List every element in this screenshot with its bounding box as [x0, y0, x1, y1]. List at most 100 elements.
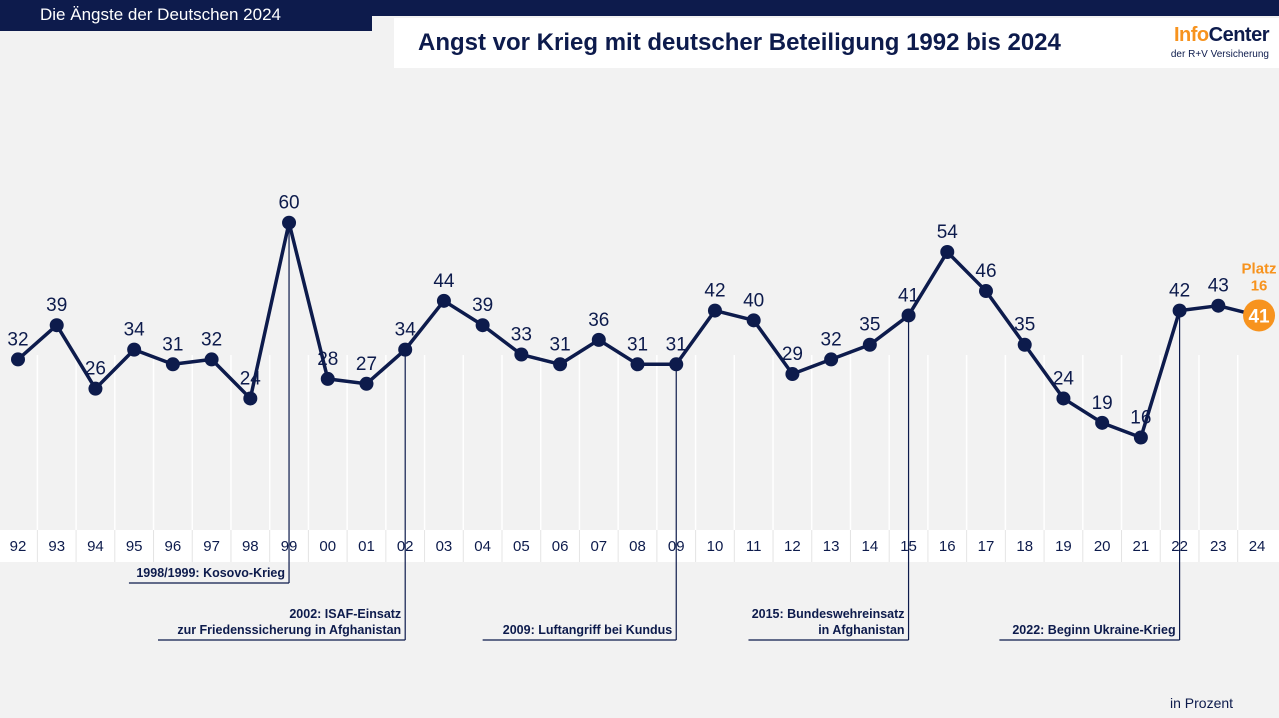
x-tick-label: 11	[746, 538, 762, 555]
data-point	[862, 337, 877, 352]
data-label: 42	[1169, 281, 1190, 302]
data-point	[320, 371, 335, 386]
annotation-label: 2022: Beginn Ukraine-Krieg	[1012, 623, 1175, 637]
data-label: 44	[433, 271, 455, 292]
data-point	[591, 332, 606, 347]
annotation-label: 2002: ISAF-Einsatz	[289, 607, 401, 621]
annotation-label: zur Friedenssicherung in Afghanistan	[177, 623, 401, 637]
data-label: 29	[782, 344, 803, 365]
highlight-point	[1243, 299, 1276, 332]
data-point	[49, 318, 64, 333]
annotation-label: in Afghanistan	[818, 623, 904, 637]
x-tick-label: 06	[552, 538, 569, 555]
data-label: 24	[1053, 368, 1075, 389]
x-tick-label: 17	[978, 538, 995, 555]
annotation-label: 1998/1999: Kosovo-Krieg	[136, 566, 285, 580]
data-point	[901, 308, 916, 323]
data-point	[785, 367, 800, 382]
data-label: 31	[627, 334, 648, 355]
x-tick-label: 12	[784, 538, 801, 555]
x-tick-label: 19	[1055, 538, 1072, 555]
data-point	[940, 244, 955, 259]
data-point	[436, 293, 451, 308]
series-title: Die Ängste der Deutschen 2024	[40, 5, 281, 24]
x-tick-label: 21	[1133, 538, 1150, 555]
x-tick-label: 01	[358, 538, 375, 555]
data-label: 39	[46, 295, 67, 316]
data-point	[979, 284, 993, 299]
x-tick-label: 96	[165, 538, 182, 555]
highlight-value-label: 41	[1248, 306, 1270, 327]
logo-wordmark: InfoCenter	[1173, 24, 1270, 46]
data-point	[1017, 337, 1032, 352]
x-tick-label: 07	[590, 538, 607, 555]
title-box: Angst vor Krieg mit deutscher Beteiligun…	[394, 18, 1279, 68]
data-point	[514, 347, 529, 362]
x-tick-label: 02	[397, 538, 414, 555]
data-label: 41	[898, 285, 919, 306]
x-tick-label: 20	[1094, 538, 1111, 555]
data-label: 26	[85, 359, 106, 380]
x-tick-label: 99	[281, 538, 298, 555]
data-label: 27	[356, 354, 377, 375]
data-point	[669, 357, 684, 372]
data-label: 36	[588, 310, 609, 331]
data-point	[243, 391, 258, 406]
x-tick-label: 05	[513, 538, 530, 555]
unit-label: in Prozent	[1170, 695, 1234, 711]
data-point	[1133, 430, 1148, 445]
data-point	[824, 352, 839, 367]
data-point	[1095, 415, 1110, 430]
x-tick-label: 16	[939, 538, 956, 555]
data-label: 34	[395, 320, 417, 341]
x-tick-label: 93	[48, 538, 65, 555]
data-point	[1056, 391, 1071, 406]
x-tick-label: 22	[1171, 538, 1188, 555]
data-point	[1211, 298, 1226, 313]
logo-subtitle: der R+V Versicherung	[1170, 49, 1269, 60]
x-tick-label: 04	[474, 538, 491, 555]
data-label: 32	[201, 329, 222, 350]
rank-label: Platz	[1242, 260, 1277, 277]
data-label: 33	[511, 325, 532, 346]
data-point	[282, 215, 297, 230]
x-tick-label: 92	[10, 538, 27, 555]
data-point	[746, 313, 761, 328]
x-tick-label: 18	[1016, 538, 1033, 555]
data-point	[359, 376, 374, 391]
x-tick-label: 10	[707, 538, 724, 555]
data-point	[1172, 303, 1187, 318]
data-label: 46	[975, 261, 996, 282]
data-point	[630, 357, 645, 372]
x-tick-label: 23	[1210, 538, 1227, 555]
data-label: 42	[704, 281, 725, 302]
x-tick-label: 13	[823, 538, 840, 555]
x-tick-label: 95	[126, 538, 143, 555]
x-tick-label: 09	[668, 538, 685, 555]
data-label: 31	[666, 334, 687, 355]
data-point	[398, 342, 413, 357]
data-label: 43	[1208, 276, 1229, 297]
series-tab: Die Ängste der Deutschen 2024	[0, 0, 372, 31]
data-label: 40	[743, 290, 764, 311]
data-label: 24	[240, 368, 262, 389]
x-tick-label: 97	[203, 538, 220, 555]
rank-value: 16	[1251, 277, 1268, 294]
data-label: 16	[1130, 407, 1151, 428]
data-label: 39	[472, 295, 493, 316]
data-label: 32	[821, 329, 842, 350]
data-label: 60	[278, 193, 299, 214]
data-label: 32	[7, 329, 28, 350]
data-point	[165, 357, 180, 372]
data-point	[11, 352, 25, 367]
data-point	[707, 303, 722, 318]
x-tick-label: 08	[629, 538, 646, 555]
data-point	[553, 357, 568, 372]
data-label: 28	[317, 349, 338, 370]
data-label: 31	[550, 334, 571, 355]
x-tick-label: 98	[242, 538, 259, 555]
x-tick-label: 03	[436, 538, 453, 555]
data-point	[204, 352, 219, 367]
data-label: 34	[124, 320, 146, 341]
